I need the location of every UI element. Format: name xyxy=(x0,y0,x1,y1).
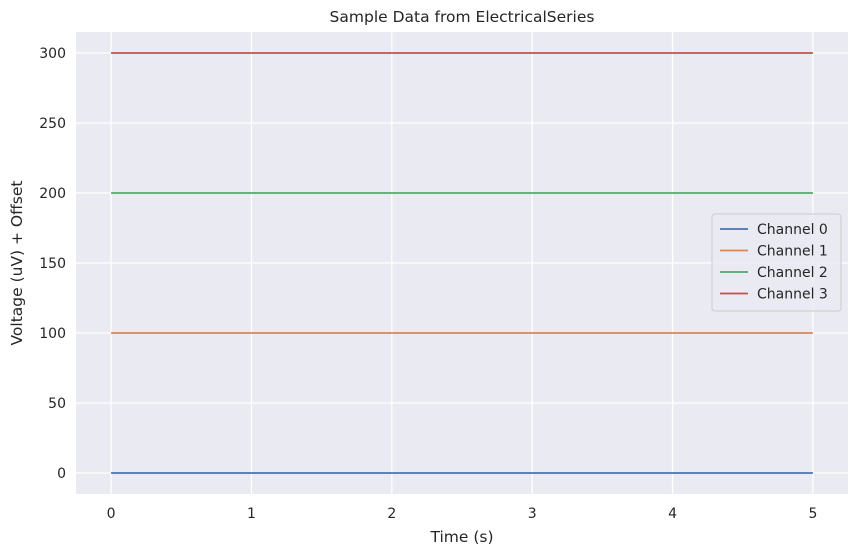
legend-label: Channel 3 xyxy=(757,287,828,303)
legend-label: Channel 1 xyxy=(757,244,828,260)
x-tick-label: 5 xyxy=(808,506,817,522)
y-tick-label: 300 xyxy=(39,46,66,62)
x-axis-label: Time (s) xyxy=(429,528,493,546)
x-tick-label: 4 xyxy=(668,506,677,522)
legend-label: Channel 0 xyxy=(757,222,828,238)
y-tick-label: 150 xyxy=(39,256,66,272)
y-tick-labels: 0 50 100 150 200 250 300 xyxy=(39,46,66,482)
x-tick-label: 2 xyxy=(387,506,396,522)
legend-label: Channel 2 xyxy=(757,265,828,281)
x-tick-label: 0 xyxy=(107,506,116,522)
x-tick-label: 1 xyxy=(247,506,256,522)
y-axis-label: Voltage (uV) + Offset xyxy=(8,181,26,346)
y-tick-label: 100 xyxy=(39,326,66,342)
x-tick-label: 3 xyxy=(528,506,537,522)
chart-title: Sample Data from ElectricalSeries xyxy=(330,8,595,26)
y-tick-label: 50 xyxy=(48,396,66,412)
legend-frame xyxy=(711,213,842,312)
series-lines xyxy=(111,52,813,474)
y-tick-label: 250 xyxy=(39,116,66,132)
x-tick-labels: 0 1 2 3 4 5 xyxy=(107,506,818,522)
legend: Channel 0 Channel 1 Channel 2 Channel 3 xyxy=(711,213,842,312)
y-tick-label: 0 xyxy=(57,466,66,482)
y-tick-label: 200 xyxy=(39,186,66,202)
